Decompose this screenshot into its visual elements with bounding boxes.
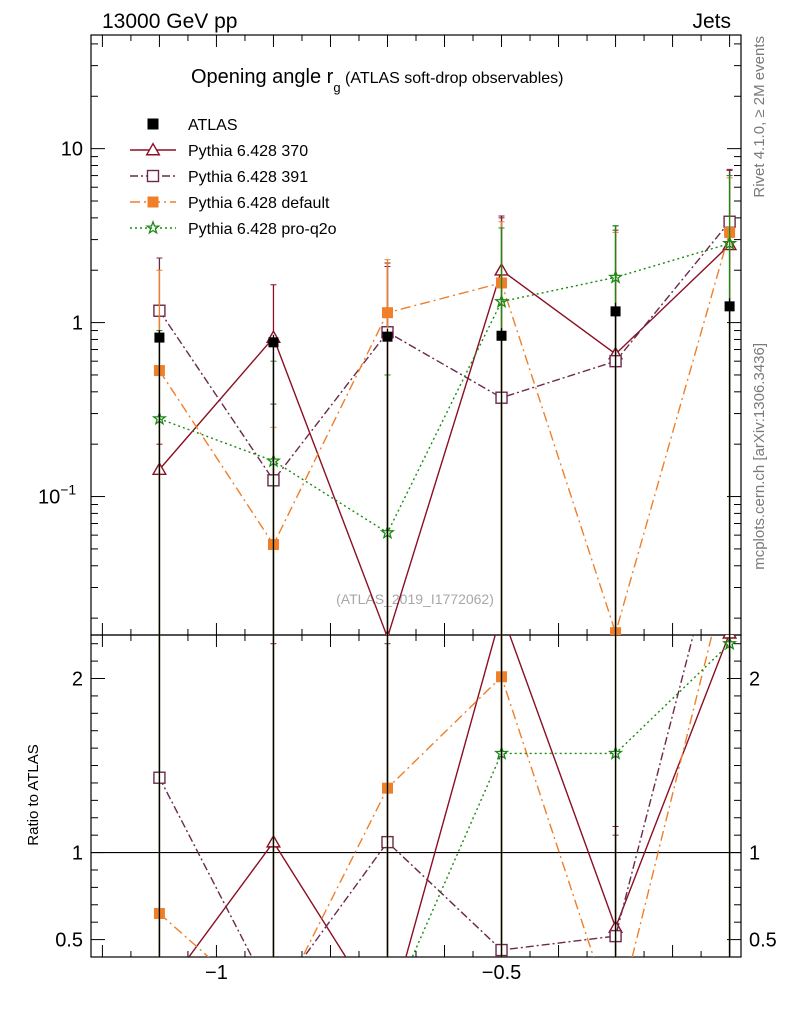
legend-label: Pythia 6.428 370 xyxy=(188,143,308,160)
mcplots-label: mcplots.cern.ch [arXiv:1306.3436] xyxy=(751,343,768,570)
y-tick-label: 1 xyxy=(72,313,83,335)
series-1-ratio xyxy=(153,635,738,1024)
data-point xyxy=(496,330,507,341)
data-point xyxy=(493,293,510,309)
ratio-point xyxy=(154,961,166,972)
ratio-series-line xyxy=(411,643,731,957)
ratio-point xyxy=(382,1008,394,1019)
ratio-point xyxy=(610,1019,621,1024)
series-0-ratio xyxy=(158,635,731,957)
x-tick-label: −0.5 xyxy=(482,962,521,984)
legend-marker xyxy=(145,220,161,235)
ratio-point xyxy=(268,984,280,995)
ratio-ylabel: Ratio to ATLAS xyxy=(25,744,42,845)
ratio-series-line xyxy=(158,635,713,957)
legend-label: Pythia 6.428 default xyxy=(188,195,330,212)
data-point xyxy=(381,307,393,319)
y-tick-label: 10 xyxy=(61,139,83,161)
data-point xyxy=(607,269,624,284)
ratio-y-tick-label: 1 xyxy=(72,843,83,865)
legend-marker xyxy=(146,169,160,183)
x-tick-label: −1 xyxy=(205,962,228,984)
data-point xyxy=(268,337,279,348)
data-point xyxy=(610,306,621,317)
ratio-series-line xyxy=(187,635,730,957)
data-point xyxy=(724,301,735,312)
ratio-y-tick-label: 0.5 xyxy=(749,930,777,952)
series-4-ratio xyxy=(154,635,738,1019)
series-3-main xyxy=(153,177,736,635)
ratio-y-tick-label: 0.5 xyxy=(55,930,83,952)
series-line xyxy=(159,242,730,534)
legend-marker xyxy=(145,142,161,156)
series-0-main xyxy=(154,298,735,635)
data-point xyxy=(154,332,165,343)
header-left: 13000 GeV pp xyxy=(102,10,237,33)
header-right: Jets xyxy=(692,10,731,33)
watermark: (ATLAS_2019_I1772062) xyxy=(336,591,494,607)
series-line xyxy=(158,244,731,635)
rivet-label: Rivet 4.1.0, ≥ 2M events xyxy=(751,36,768,198)
series-line xyxy=(158,221,731,482)
y-tick-label: 10−1 xyxy=(38,482,76,509)
axes: −1 −0.5 10−1 1 10 0.5 0.5 1 1 2 2 xyxy=(38,35,777,984)
legend-label: ATLAS xyxy=(188,117,238,134)
ratio-series-line xyxy=(158,635,694,957)
data-point xyxy=(382,331,393,342)
ratio-point xyxy=(268,1009,279,1020)
ratio-point xyxy=(381,1017,394,1024)
legend-marker xyxy=(147,196,159,208)
legend: ATLAS Pythia 6.428 370 Pythia 6.428 391 Pyt… xyxy=(130,117,337,238)
ratio-y-tick-label: 2 xyxy=(72,669,83,691)
series-line xyxy=(158,232,731,635)
data-point xyxy=(721,235,738,250)
series-1-main xyxy=(151,169,738,635)
legend-label: Pythia 6.428 391 xyxy=(188,169,308,186)
series-2-main xyxy=(153,168,736,635)
series-layer xyxy=(151,168,738,1024)
series-4-main xyxy=(151,175,738,635)
series-2-ratio xyxy=(153,635,731,1004)
ratio-y-tick-label: 1 xyxy=(749,843,760,865)
legend-marker xyxy=(147,118,159,130)
ratio-y-tick-label: 2 xyxy=(749,669,760,691)
chart-title: Opening angle rg (ATLAS soft-drop observ… xyxy=(191,66,563,95)
ratio-point xyxy=(268,993,279,1004)
ratio-point xyxy=(153,991,166,1002)
legend-label: Pythia 6.428 pro-q2o xyxy=(188,221,337,238)
